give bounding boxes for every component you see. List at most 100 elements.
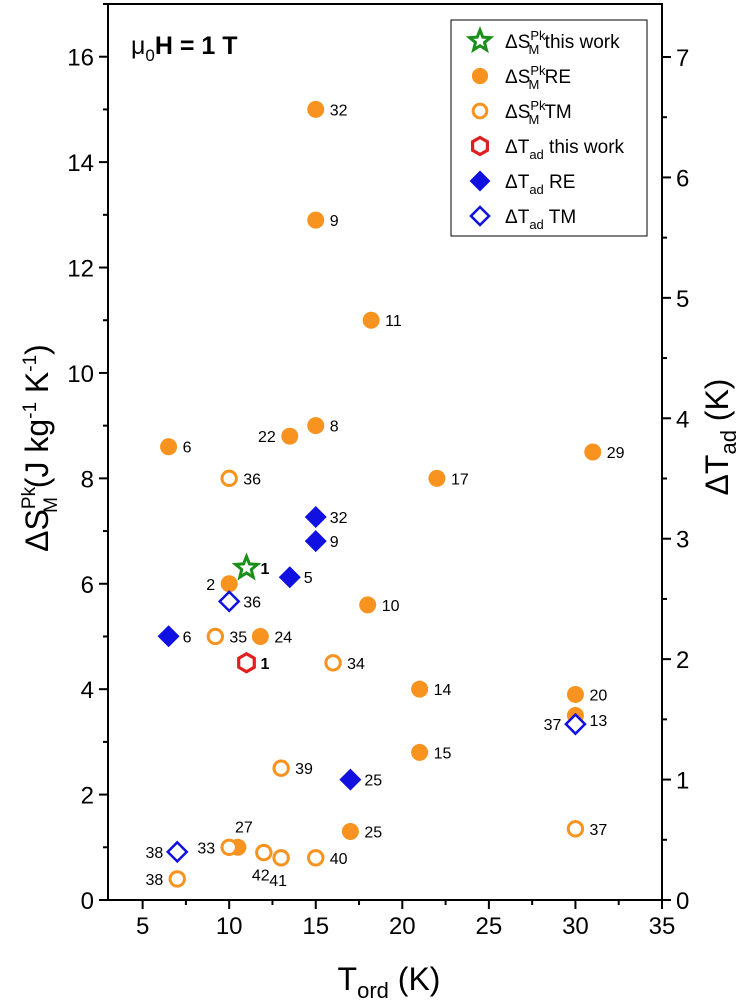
- legend-marker: [471, 102, 489, 120]
- data-label: 38: [145, 845, 163, 862]
- y-left-tick-label: 0: [81, 888, 94, 915]
- data-point: [362, 311, 380, 329]
- x-tick-label: 35: [649, 913, 676, 940]
- y-left-tick-label: 10: [67, 361, 94, 388]
- data-point: [307, 211, 325, 229]
- data-label: 13: [589, 713, 607, 730]
- data-point: [231, 552, 262, 581]
- x-axis-title: Tord (K): [338, 961, 441, 1003]
- data-label: 40: [330, 851, 348, 868]
- data-label: 34: [347, 656, 365, 673]
- data-point: [324, 654, 342, 672]
- legend-marker: [465, 25, 495, 54]
- data-point: [428, 469, 446, 487]
- data-label: 36: [243, 471, 261, 488]
- data-point: [339, 768, 362, 791]
- data-label: 22: [258, 429, 276, 446]
- data-point: [160, 438, 178, 456]
- legend-entry: ΔSPk M TM: [505, 98, 572, 127]
- y-left-tick-label: 12: [67, 256, 94, 283]
- data-label: 6: [183, 440, 192, 457]
- data-label: 20: [589, 687, 607, 704]
- y-right-axis-title: ΔTad (K): [699, 379, 741, 496]
- data-label: 17: [451, 471, 469, 488]
- data-label: 36: [243, 594, 261, 611]
- data-label: 8: [330, 419, 339, 436]
- data-point: [251, 627, 269, 645]
- data-label: 10: [382, 598, 400, 615]
- y-left-tick-label: 6: [81, 572, 94, 599]
- data-label: 32: [330, 102, 348, 119]
- data-point: [272, 759, 290, 777]
- y-right-tick-label: 5: [676, 286, 689, 313]
- data-point: [307, 849, 325, 867]
- legend-marker: [469, 170, 491, 192]
- data-label: 33: [197, 840, 215, 857]
- legend-entry: ΔTad RE: [505, 172, 575, 197]
- data-label: 27: [235, 819, 253, 836]
- data-point: [307, 417, 325, 435]
- data-point: [341, 822, 359, 840]
- legend-marker: [471, 67, 489, 85]
- y-right-tick-label: 4: [676, 406, 689, 433]
- data-label: 25: [364, 773, 382, 790]
- data-label: 2: [206, 577, 215, 594]
- data-point: [564, 712, 587, 736]
- data-label: 25: [364, 824, 382, 841]
- legend-entry: ΔSPk M this work: [505, 28, 620, 57]
- data-point: [168, 870, 186, 888]
- data-point: [278, 566, 301, 589]
- data-point: [566, 685, 584, 703]
- data-point: [566, 820, 585, 838]
- y-left-tick-label: 8: [81, 466, 94, 493]
- data-point: [220, 469, 238, 488]
- x-tick-label: 5: [136, 913, 149, 940]
- data-label: 15: [434, 745, 452, 762]
- legend: ΔSPk M this work ΔSPk M RE ΔSPk M TM ΔTad this…: [450, 19, 648, 237]
- y-left-axis-title: ΔSPkM (J kg-1 K-1): [19, 344, 62, 552]
- data-label: 38: [145, 872, 163, 889]
- data-point: [304, 530, 327, 553]
- data-label: 6: [183, 629, 192, 646]
- legend-entry: ΔTad TM: [505, 207, 576, 232]
- y-left-tick-label: 2: [81, 783, 94, 810]
- legend-marker: [469, 205, 491, 227]
- data-point: [217, 590, 241, 613]
- data-point: [220, 838, 238, 856]
- data-label: 1: [261, 656, 270, 673]
- data-label: 1: [261, 561, 270, 578]
- data-point: [304, 506, 327, 529]
- data-point: [411, 743, 429, 761]
- data-point: [411, 680, 429, 698]
- y-left-tick-label: 4: [81, 677, 94, 704]
- data-label: 9: [330, 534, 339, 551]
- data-label: 32: [330, 510, 348, 527]
- data-point: [359, 596, 377, 614]
- data-point: [255, 843, 273, 862]
- data-point: [272, 849, 290, 867]
- data-label: 37: [544, 717, 562, 734]
- series-dT_RE: 32 9 5 6 25: [157, 506, 382, 791]
- y-right-tick-label: 6: [676, 165, 689, 192]
- series-dT_this: 1: [237, 651, 270, 674]
- data-point: [220, 575, 238, 593]
- legend-marker: [471, 135, 489, 157]
- legend-box: [450, 19, 648, 237]
- data-point: [157, 625, 180, 648]
- data-label: 39: [295, 761, 313, 778]
- data-label: 37: [589, 822, 607, 839]
- data-point: [307, 100, 325, 118]
- x-tick-label: 10: [216, 913, 243, 940]
- y-right-tick-label: 0: [676, 888, 689, 915]
- legend-entry: ΔSPk M RE: [505, 63, 571, 92]
- series-dT_TM: 36 37 38: [145, 590, 587, 864]
- data-label: 35: [229, 629, 247, 646]
- data-label: 24: [274, 629, 292, 646]
- y-left-tick-label: 16: [67, 45, 94, 72]
- x-tick-label: 20: [389, 913, 416, 940]
- y-right-tick-label: 1: [676, 768, 689, 795]
- data-label: 42: [252, 868, 270, 885]
- data-point: [206, 627, 225, 646]
